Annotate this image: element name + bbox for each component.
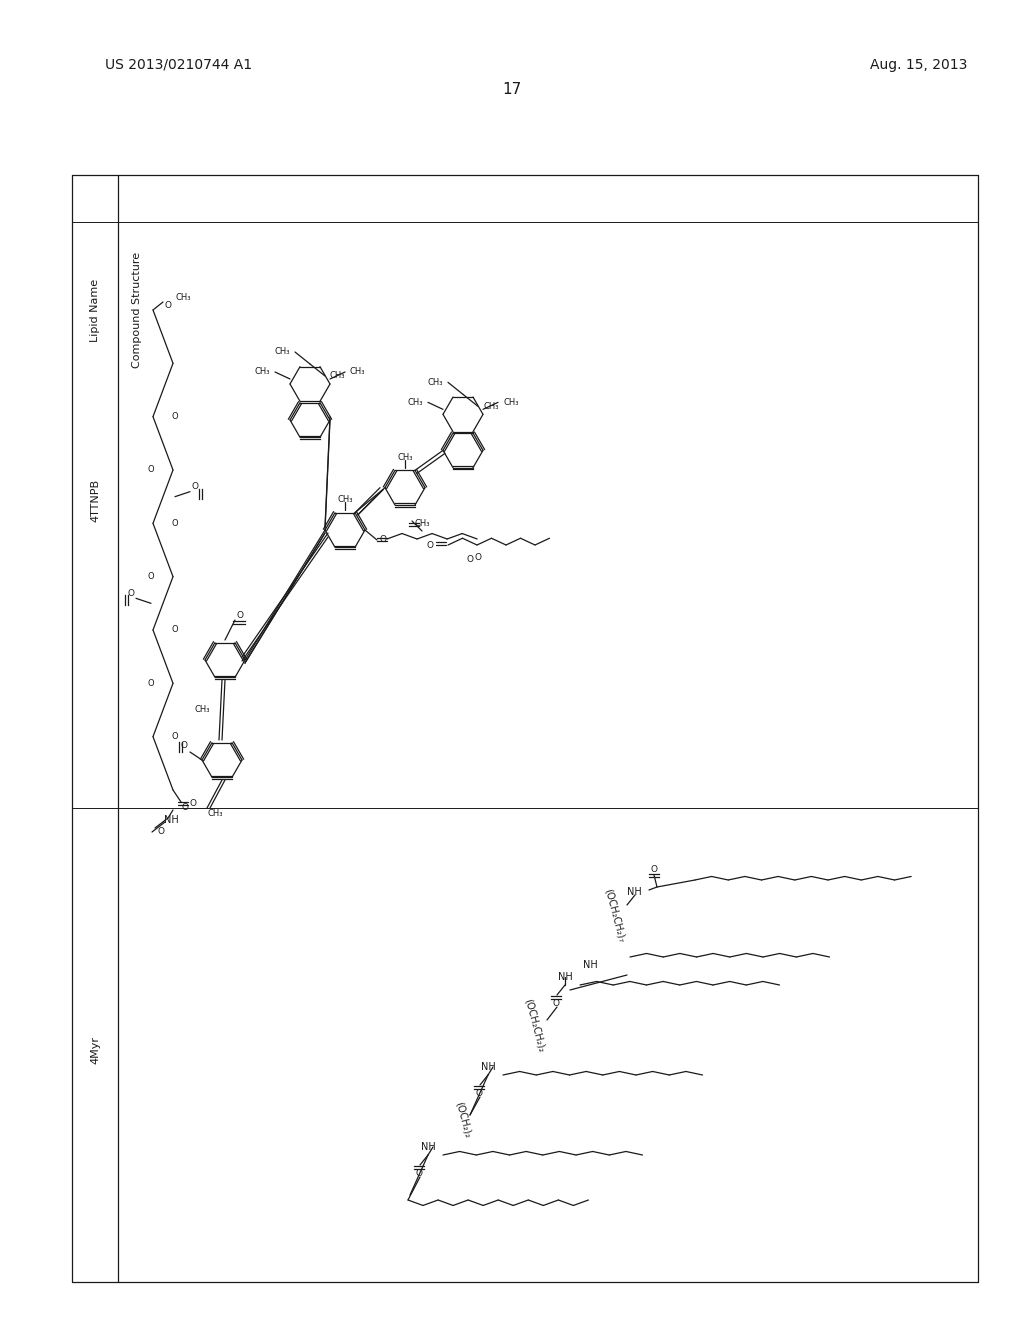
Text: O: O: [475, 1089, 482, 1097]
Text: Lipid Name: Lipid Name: [90, 279, 100, 342]
Text: O: O: [553, 998, 559, 1007]
Text: NH: NH: [558, 972, 572, 982]
Text: CH₃: CH₃: [195, 705, 210, 714]
Text: NH: NH: [421, 1142, 435, 1152]
Text: CH₃: CH₃: [330, 371, 345, 380]
Text: O: O: [147, 572, 155, 581]
Text: (OCH₂CH₂)₇: (OCH₂CH₂)₇: [603, 887, 627, 942]
Text: (OCH₂)₂: (OCH₂)₂: [454, 1101, 473, 1139]
Text: 17: 17: [503, 82, 521, 98]
Text: NH: NH: [628, 887, 642, 898]
Text: US 2013/0210744 A1: US 2013/0210744 A1: [105, 58, 252, 73]
Text: O: O: [474, 553, 481, 561]
Text: O: O: [237, 610, 244, 619]
Text: NH: NH: [164, 814, 178, 825]
Text: CH₃: CH₃: [337, 495, 352, 504]
Text: O: O: [181, 804, 188, 813]
Text: O: O: [158, 828, 165, 837]
Text: O: O: [180, 742, 187, 751]
Text: O: O: [416, 1168, 423, 1177]
Text: CH₃: CH₃: [503, 397, 518, 407]
Text: O: O: [147, 678, 155, 688]
Text: CH₃: CH₃: [408, 397, 423, 407]
Text: O: O: [172, 412, 178, 421]
Text: Compound Structure: Compound Structure: [132, 252, 142, 368]
Text: CH₃: CH₃: [483, 401, 499, 411]
Text: (OCH₂CH₂)₂: (OCH₂CH₂)₂: [523, 997, 547, 1053]
Text: O: O: [650, 865, 657, 874]
Text: CH₃: CH₃: [427, 378, 443, 387]
Text: O: O: [172, 519, 178, 528]
Text: CH₃: CH₃: [274, 347, 290, 356]
Text: 4TTNPB: 4TTNPB: [90, 478, 100, 521]
Text: O: O: [191, 482, 199, 491]
Text: O: O: [165, 301, 171, 309]
Text: NH: NH: [480, 1063, 496, 1072]
Text: 4Myr: 4Myr: [90, 1036, 100, 1064]
Text: O: O: [147, 466, 155, 474]
Text: CH₃: CH₃: [255, 367, 270, 376]
Text: O: O: [467, 556, 473, 565]
Text: O: O: [380, 536, 386, 544]
Text: O: O: [189, 799, 197, 808]
Text: CH₃: CH₃: [397, 453, 413, 462]
Text: O: O: [172, 733, 178, 741]
Text: NH: NH: [583, 960, 597, 970]
Text: Aug. 15, 2013: Aug. 15, 2013: [870, 58, 968, 73]
Text: O: O: [128, 589, 134, 598]
Text: CH₃: CH₃: [415, 520, 430, 528]
Text: O: O: [427, 540, 433, 549]
Text: CH₃: CH₃: [350, 367, 366, 376]
Text: CH₃: CH₃: [207, 808, 223, 817]
Text: O: O: [172, 626, 178, 635]
Text: CH₃: CH₃: [175, 293, 190, 302]
